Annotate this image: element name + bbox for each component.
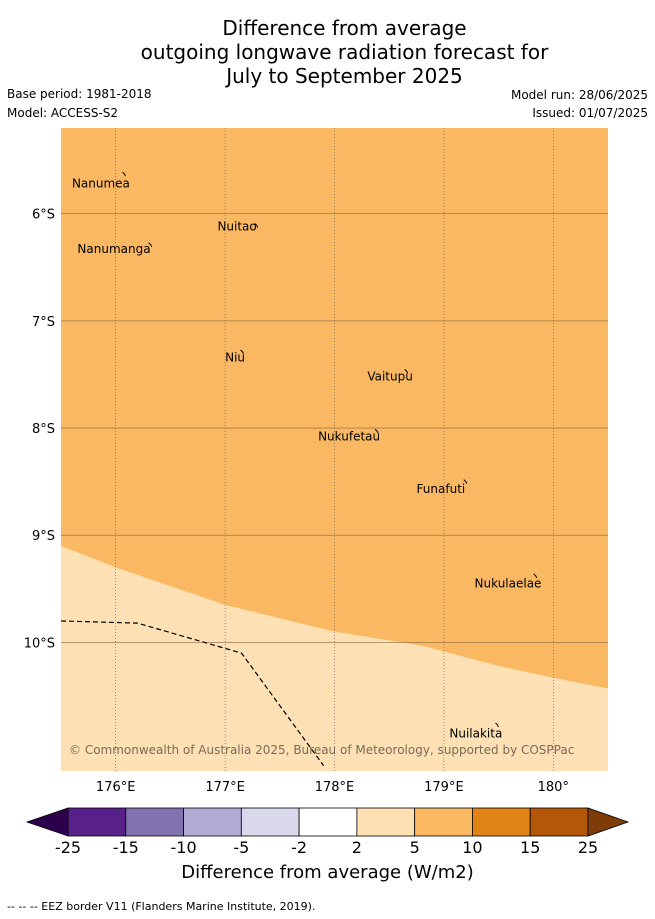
island-outline [404, 368, 409, 374]
place-label: Nanumea [72, 177, 130, 191]
colorbar-tick-label: 5 [410, 838, 420, 857]
lon-tick-label: 177°E [205, 780, 245, 795]
lat-tick-label: 8°S [32, 422, 55, 437]
copyright-credit: © Commonwealth of Australia 2025, Bureau… [69, 743, 574, 757]
colorbar-segment [183, 807, 242, 837]
title-line-3: July to September 2025 [226, 64, 463, 88]
lon-tick-label: 180° [538, 780, 569, 795]
colorbar-segment [298, 807, 358, 837]
lon-tick-label: 178°E [315, 780, 355, 795]
colorbar-tick-label: -5 [233, 838, 249, 857]
colorbar-segment [240, 807, 300, 837]
issued-date: Issued: 01/07/2025 [532, 106, 648, 120]
colorbar-tick-label: -2 [291, 838, 307, 857]
eez-border-line [60, 620, 325, 766]
place-label: Niu [225, 350, 245, 364]
base-period: Base period: 1981-2018 [7, 87, 152, 101]
colorbar-segment [356, 807, 416, 837]
model-run: Model run: 28/06/2025 [510, 88, 648, 102]
eez-legend-note: -- -- -- EEZ border V11 (Flanders Marine… [7, 900, 316, 913]
model-name: Model: ACCESS-S2 [7, 106, 119, 120]
island-outline [240, 349, 245, 355]
place-label: Funafuti [417, 482, 466, 496]
island-outline [374, 428, 379, 434]
place-label: Nuitao [217, 220, 256, 234]
lat-tick-label: 6°S [32, 208, 55, 223]
lat-tick-label: 9°S [32, 529, 55, 544]
lat-tick-label: 10°S [24, 636, 55, 651]
place-label: Vaitupu [367, 370, 413, 384]
colorbar-segment [472, 807, 531, 837]
colorbar-tick-label: -15 [113, 838, 139, 857]
colorbar-segment [67, 807, 127, 837]
island-outline [122, 171, 126, 177]
lat-tick-label: 7°S [32, 315, 55, 330]
colorbar-tick-label: 25 [578, 838, 598, 857]
island-outline [148, 242, 153, 248]
category-2-to-5-area [61, 545, 608, 771]
lon-tick-label: 176°E [96, 780, 136, 795]
place-label: Nuilakita [449, 726, 502, 740]
colorbar-tick-label: 2 [352, 838, 362, 857]
chart-title: Difference from average outgoing longwav… [0, 16, 655, 88]
colorbar-tick-label: -25 [55, 838, 81, 857]
colorbar-segment [414, 807, 473, 837]
colorbar-tick-label: 15 [520, 838, 540, 857]
title-line-2: outgoing longwave radiation forecast for [140, 40, 549, 64]
island-outline [254, 223, 259, 228]
island-outline [533, 573, 538, 579]
colorbar-tick-label: 10 [462, 838, 482, 857]
lon-tick-label: 179°E [424, 780, 464, 795]
colorbar-segment [125, 807, 184, 837]
place-label: Nukufetau [318, 430, 380, 444]
title-line-1: Difference from average [222, 16, 467, 40]
island-outline [495, 722, 499, 728]
colorbar-segment [529, 807, 589, 837]
island-outline [463, 479, 468, 484]
place-label: Nukulaelae [475, 576, 542, 590]
place-label: Nanumanga [77, 242, 150, 256]
colorbar-title: Difference from average (W/m2) [181, 862, 474, 883]
colorbar-extend-high [587, 807, 630, 837]
colorbar-tick-label: -10 [170, 838, 196, 857]
colorbar-extend-low [25, 807, 69, 837]
